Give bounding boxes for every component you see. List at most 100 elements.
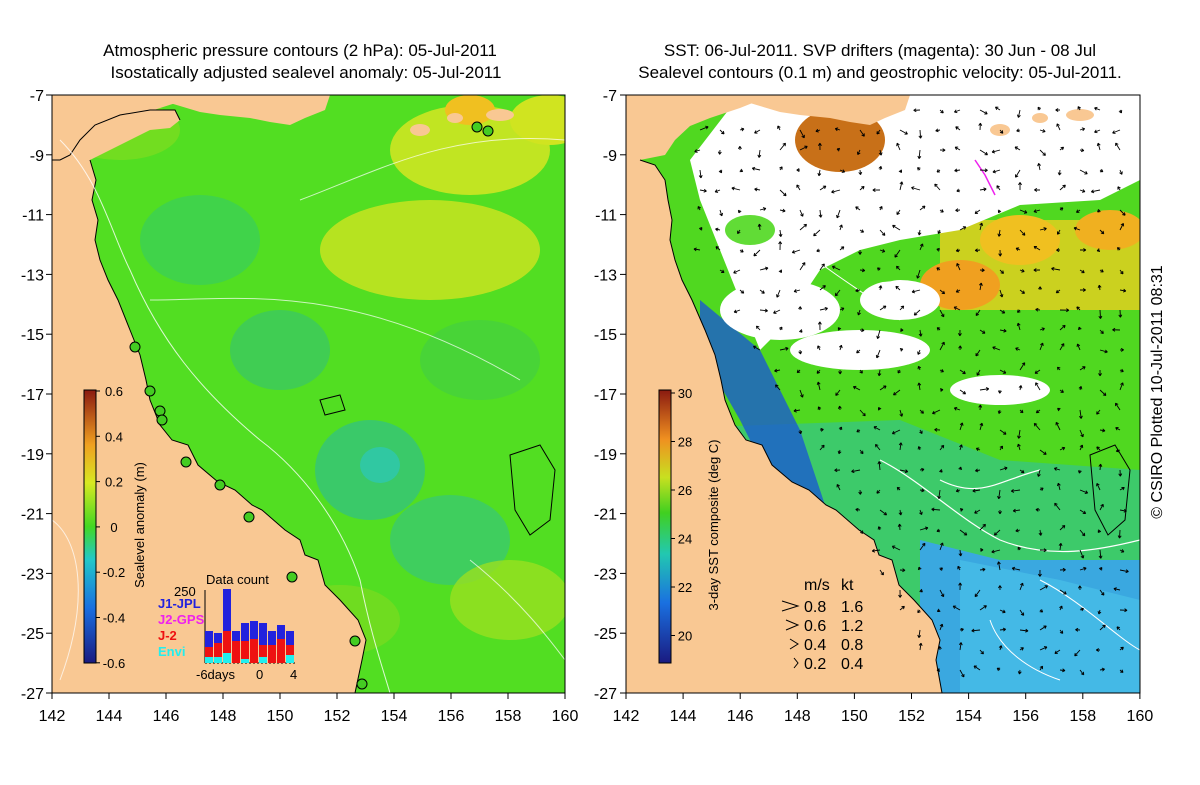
- velocity-arrow: [1059, 207, 1064, 211]
- velocity-arrow: [719, 209, 724, 217]
- velocity-arrow: [994, 106, 1001, 111]
- right-x-label: 152: [898, 708, 925, 725]
- velocity-arrow: [999, 269, 1005, 274]
- velocity-arrow: [1039, 227, 1047, 231]
- velocity-arrow: [999, 328, 1007, 333]
- velocity-arrow: [737, 229, 741, 235]
- velocity-arrow: [896, 142, 901, 151]
- velocity-arrow: [799, 262, 806, 271]
- velocity-arrow: [919, 205, 926, 211]
- sst-colorbar: 30 28 26 24 22 20 3-day SST composite (deg C): [658, 386, 721, 664]
- velocity-arrow: [779, 166, 783, 171]
- right-x-label: 156: [1012, 708, 1039, 725]
- velocity-arrow: [978, 404, 983, 411]
- velocity-arrow: [1014, 146, 1021, 151]
- velocity-arrow: [871, 548, 881, 553]
- velocity-arrow: [998, 645, 1003, 651]
- velocity-arrow: [919, 526, 929, 531]
- velocity-arrow: [877, 406, 882, 411]
- velocity-arrow: [1039, 585, 1049, 591]
- velocity-arrow: [876, 129, 881, 135]
- velocity-arrow: [1115, 142, 1121, 151]
- velocity-arrow: [878, 285, 883, 291]
- velocity-legend-kt: 1.2: [841, 618, 863, 635]
- left-y-label: -15: [21, 327, 44, 344]
- velocity-arrow: [997, 389, 1002, 394]
- velocity-arrow: [1016, 322, 1021, 331]
- velocity-arrow: [799, 223, 808, 231]
- velocity-arrow: [919, 409, 924, 414]
- velocity-arrow: [1035, 307, 1041, 312]
- velocity-arrow: [778, 241, 783, 251]
- velocity-arrow: [954, 168, 961, 173]
- velocity-arrow: [819, 263, 825, 271]
- right-x-label: 148: [784, 708, 811, 725]
- velocity-arrow: [919, 243, 924, 251]
- sst-map: [626, 95, 1140, 693]
- right-y-label: -25: [594, 626, 617, 643]
- velocity-arrow: [859, 129, 865, 137]
- velocity-arrow: [834, 289, 841, 297]
- velocity-arrow: [936, 608, 941, 613]
- velocity-arrow: [752, 345, 761, 351]
- velocity-arrow: [979, 222, 984, 231]
- velocity-arrow: [759, 289, 765, 294]
- data-count-bar-segment: [259, 657, 267, 663]
- velocity-arrow: [956, 188, 961, 193]
- velocity-arrow: [1034, 188, 1041, 192]
- velocity-arrow: [897, 369, 901, 374]
- velocity-arrow: [731, 186, 741, 191]
- velocity-arrow: [1057, 407, 1061, 412]
- velocity-arrow: [917, 229, 922, 236]
- velocity-arrow: [876, 489, 881, 494]
- velocity-arrow: [991, 149, 1001, 154]
- velocity-arrow: [1019, 229, 1026, 236]
- velocity-arrow: [1033, 209, 1041, 213]
- velocity-arrow: [996, 667, 1001, 672]
- velocity-arrow: [755, 325, 761, 331]
- right-y-label: -9: [603, 148, 617, 165]
- velocity-arrow: [855, 288, 861, 293]
- data-count-bar-segment: [259, 645, 267, 657]
- right-y-label: -15: [594, 327, 617, 344]
- velocity-legend-ms-header: m/s: [804, 577, 830, 594]
- velocity-arrow: [1094, 106, 1101, 111]
- data-count-bar-segment: [205, 647, 213, 657]
- velocity-arrow: [779, 208, 786, 213]
- right-y-label: -21: [594, 507, 617, 524]
- velocity-arrow: [717, 149, 722, 155]
- velocity-arrow: [959, 507, 964, 512]
- velocity-arrow: [955, 289, 961, 293]
- velocity-arrow: [1019, 289, 1025, 294]
- velocity-arrow: [999, 369, 1007, 374]
- left-x-label: 150: [267, 708, 294, 725]
- left-y-label: -9: [30, 148, 44, 165]
- velocity-arrow: [1053, 467, 1061, 471]
- velocity-arrow: [1056, 248, 1061, 252]
- velocity-arrow: [918, 129, 923, 139]
- velocity-arrow: [1099, 349, 1108, 354]
- sst-tick: 30: [678, 386, 692, 401]
- velocity-arrow: [739, 289, 745, 294]
- velocity-arrow: [1078, 386, 1083, 391]
- velocity-arrow: [975, 349, 981, 357]
- sla-tick: -0.6: [103, 656, 125, 671]
- velocity-arrow: [754, 187, 761, 192]
- velocity-arrow: [813, 229, 821, 237]
- velocity-arrow: [819, 427, 824, 432]
- velocity-arrow: [954, 146, 961, 151]
- velocity-arrow: [1059, 605, 1063, 611]
- velocity-arrow: [1119, 569, 1129, 574]
- velocity-arrow: [996, 185, 1001, 191]
- velocity-arrow: [1119, 549, 1125, 553]
- velocity-arrow: [751, 166, 761, 171]
- velocity-arrow: [876, 329, 881, 339]
- right-title-line1: SST: 06-Jul-2011. SVP drifters (magenta)…: [664, 41, 1096, 60]
- velocity-arrow: [1039, 625, 1047, 631]
- velocity-arrow: [898, 169, 903, 173]
- velocity-arrow: [799, 129, 805, 139]
- velocity-arrow: [899, 409, 904, 417]
- velocity-arrow: [859, 185, 865, 191]
- data-count-bar-segment: [223, 653, 231, 663]
